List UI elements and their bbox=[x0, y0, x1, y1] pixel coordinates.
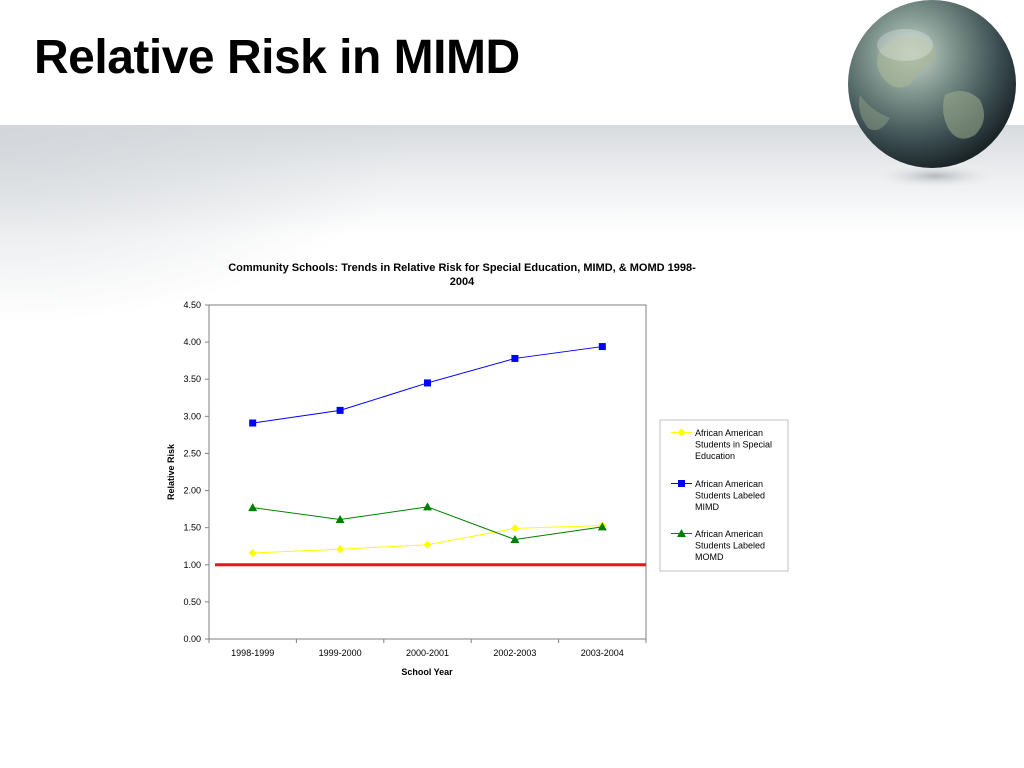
y-tick-label: 1.00 bbox=[183, 560, 201, 570]
legend-label: Students in Special bbox=[695, 440, 772, 450]
y-axis-title: Relative Risk bbox=[166, 443, 176, 500]
background-fade bbox=[0, 125, 420, 325]
data-point bbox=[510, 524, 519, 533]
data-point bbox=[336, 406, 344, 414]
y-tick-label: 0.00 bbox=[183, 634, 201, 644]
globe-icon bbox=[848, 0, 1016, 190]
y-axis: 0.00 0.50 1.00 1.50 2.00 2.50 3.00 3.50 4.00 4.50 bbox=[183, 300, 209, 644]
legend-label: MOMD bbox=[695, 552, 724, 562]
y-tick-label: 4.50 bbox=[183, 300, 201, 310]
legend-swatch-marker bbox=[678, 480, 685, 487]
legend-swatch-marker bbox=[677, 529, 686, 537]
y-tick-label: 3.00 bbox=[183, 411, 201, 421]
legend-entries: African American Students in SpecialEduca… bbox=[671, 428, 772, 562]
x-tick-label: 2000-2001 bbox=[406, 648, 449, 658]
data-point bbox=[336, 545, 345, 554]
x-axis-title: School Year bbox=[401, 667, 453, 677]
legend-swatch-marker bbox=[677, 428, 686, 437]
data-point bbox=[424, 379, 431, 387]
data-point bbox=[249, 419, 257, 427]
x-tick-label: 1998-1999 bbox=[231, 648, 274, 658]
data-point bbox=[248, 548, 257, 557]
legend bbox=[659, 419, 789, 572]
data-point bbox=[597, 522, 607, 531]
legend-label: African American bbox=[695, 479, 763, 489]
y-tick-label: 2.00 bbox=[183, 486, 201, 496]
data-point bbox=[248, 503, 258, 512]
series-layer bbox=[248, 343, 607, 557]
y-tick-label: 0.50 bbox=[183, 597, 201, 607]
legend-label: Students Labeled bbox=[695, 541, 765, 551]
x-axis: 1998-1999 1999-2000 2000-2001 2002-2003 2003… bbox=[208, 639, 647, 658]
legend-entry: African American Students in SpecialEduca… bbox=[671, 428, 772, 461]
data-point bbox=[511, 354, 519, 362]
y-tick-label: 3.50 bbox=[183, 374, 201, 384]
x-tick-label: 1999-2000 bbox=[319, 648, 362, 658]
legend-label: African American bbox=[695, 428, 763, 438]
series-3 bbox=[248, 502, 607, 544]
y-tick-label: 1.50 bbox=[183, 523, 201, 533]
slide-title: Relative Risk in MIMD bbox=[34, 31, 520, 84]
chart-title-line-1: Community Schools: Trends in Relative Ri… bbox=[228, 262, 696, 274]
data-point bbox=[423, 502, 432, 511]
legend-label: Students Labeled bbox=[695, 491, 765, 501]
chart-title-line-2: 2004 bbox=[450, 276, 475, 288]
data-point bbox=[510, 535, 520, 544]
series-1 bbox=[248, 521, 607, 557]
x-tick-label: 2003-2004 bbox=[581, 648, 624, 658]
x-tick-label: 2002-2003 bbox=[493, 648, 536, 658]
data-point bbox=[335, 515, 345, 524]
data-point bbox=[598, 343, 606, 351]
series-2 bbox=[249, 343, 606, 427]
y-tick-label: 2.50 bbox=[183, 448, 201, 458]
y-tick-label: 4.00 bbox=[183, 337, 201, 347]
plot-area bbox=[208, 304, 647, 640]
legend-label: MIMD bbox=[695, 502, 719, 512]
legend-label: African American bbox=[695, 529, 763, 539]
legend-label: Education bbox=[695, 451, 735, 461]
data-point bbox=[423, 540, 432, 549]
